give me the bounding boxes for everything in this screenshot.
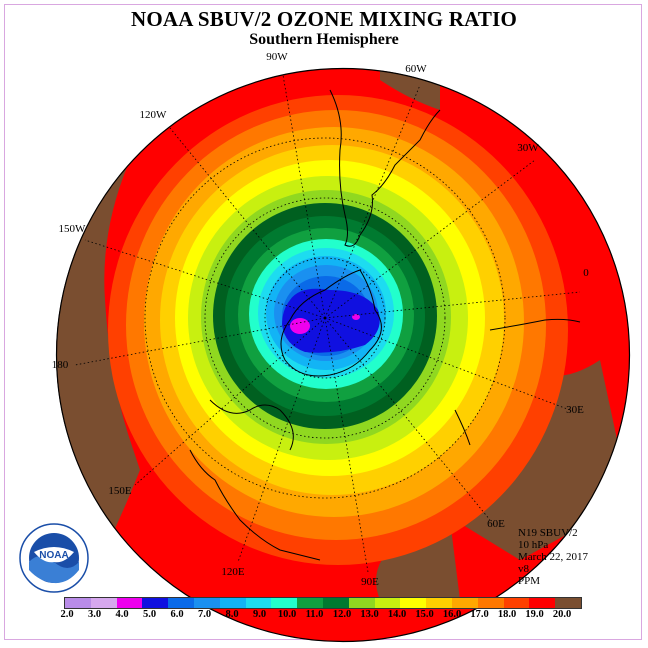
map-subtitle: Southern Hemisphere [249, 31, 399, 48]
info-satellite: N19 SBUV/2 [518, 527, 578, 539]
logo-text: NOAA [39, 550, 68, 561]
longitude-label: 120E [221, 566, 245, 578]
colorbar-tick-label: 14.0 [387, 609, 407, 620]
colorbar-swatch [555, 598, 581, 608]
colorbar-tick-label: 12.0 [332, 609, 352, 620]
colorbar-tick-label: 5.0 [142, 609, 157, 620]
longitude-label: 90E [361, 576, 379, 588]
colorbar-swatch [348, 598, 375, 608]
colorbar-swatch [219, 598, 246, 608]
colorbar-tick-label: 15.0 [415, 609, 434, 620]
colorbar-tick-label: 16.0 [442, 609, 462, 620]
coast-antarctica [280, 269, 382, 377]
colorbar-swatch [193, 598, 220, 608]
longitude-label: 90W [266, 51, 288, 63]
colorbar-tick-label: 4.0 [115, 609, 129, 620]
colorbar-swatch [451, 598, 478, 608]
latitude-circle-1 [264, 257, 386, 379]
longitude-label: 60E [487, 518, 505, 530]
longitude-label: 180 [52, 359, 69, 371]
meridian-line [324, 317, 369, 573]
ozone-field [56, 68, 630, 642]
colorbar-tick-label: 9.0 [252, 609, 267, 620]
info-units: PPM [518, 575, 541, 587]
colorbar-swatch [168, 598, 194, 608]
info-version: v8 [518, 563, 529, 575]
colorbar-swatch [477, 598, 504, 608]
coast-ross-sea [209, 399, 294, 451]
coast-south-america [329, 89, 441, 247]
longitude-label: 120W [140, 109, 168, 121]
colorbar-swatch [374, 598, 401, 608]
info-date: March 22, 2017 [518, 551, 588, 563]
latitude-circle-2 [204, 197, 446, 439]
map-border [55, 67, 631, 643]
longitude-label: 30W [517, 142, 539, 154]
colorbar-tick-label: 17.0 [470, 609, 489, 620]
colorbar-swatch [90, 598, 117, 608]
colorbar-swatch [116, 598, 143, 608]
min-core-1 [290, 318, 310, 334]
colorbar-swatch [400, 598, 427, 608]
longitude-label: 60W [405, 63, 427, 75]
info-block: N19 SBUV/2 10 hPa March 22, 2017 v8 PPM [518, 527, 588, 587]
meridian-line [282, 74, 326, 319]
colorbar-tick-label: 8.0 [225, 609, 239, 620]
colorbar-swatch [245, 598, 272, 608]
colorbar-tick-label: 11.0 [305, 609, 324, 620]
colorbar-tick-label: 2.0 [60, 609, 74, 620]
coast-australia [189, 449, 321, 561]
colorbar-tick-label: 20.0 [552, 609, 572, 620]
band-min-blue [282, 288, 380, 353]
colorbar-swatch [142, 598, 169, 608]
longitude-label: 150W [59, 223, 87, 235]
colorbar-tick-label: 19.0 [525, 609, 544, 620]
colorbar-swatch [271, 598, 298, 608]
meridian-line [324, 291, 581, 319]
longitude-label: 0 [583, 267, 589, 279]
colorbar-tick-label: 10.0 [277, 609, 297, 620]
info-level: 10 hPa [518, 539, 549, 551]
colorbar-swatch [529, 598, 556, 608]
noaa-logo: NOAA [18, 522, 90, 599]
meridian-line [324, 317, 491, 521]
colorbar-tick-label: 7.0 [197, 609, 212, 620]
colorbar-swatch [65, 598, 91, 608]
colorbar-tick-label: 6.0 [170, 609, 184, 620]
longitude-label: 150E [108, 485, 132, 497]
colorbar-labels: 2.0 3.0 4.0 5.0 6.0 7.0 8.0 9.0 10.0 11.0 12.0 13.0… [50, 609, 610, 623]
longitude-label: 30E [566, 404, 584, 416]
colorbar-tick-label: 18.0 [497, 609, 517, 620]
colorbar-swatch [322, 598, 349, 608]
colorbar [64, 597, 582, 609]
colorbar-swatch [426, 598, 452, 608]
latitude-circle-3 [144, 137, 506, 499]
colorbar-tick-label: 3.0 [87, 609, 102, 620]
meridian-line [169, 127, 326, 319]
coastlines [189, 89, 581, 561]
colorbar-swatch [503, 598, 530, 608]
coast-africa [489, 318, 581, 331]
colorbar-swatch [297, 598, 323, 608]
colorbar-tick-label: 13.0 [360, 609, 379, 620]
min-core-2 [352, 314, 360, 320]
coast-madagascar [454, 409, 471, 446]
longitude-labels: 90W 60W 30W 0 30E 60E 90E 120E 150E 180 150W 120W [52, 51, 590, 588]
graticule [74, 74, 581, 573]
map-title: NOAA SBUV/2 OZONE MIXING RATIO [131, 7, 517, 31]
